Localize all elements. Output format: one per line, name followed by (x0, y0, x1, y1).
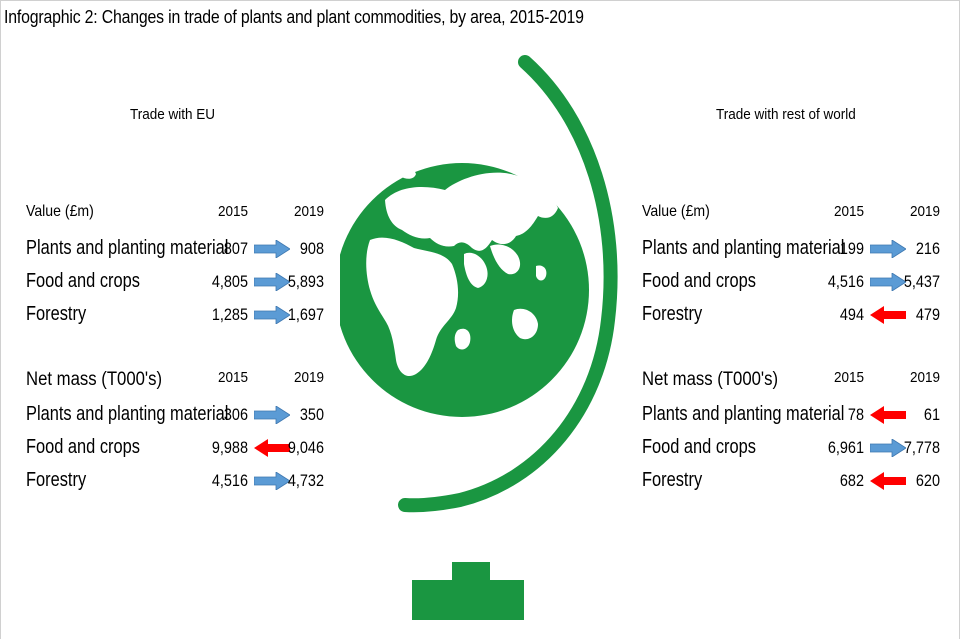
value-2015: 4,516 (827, 272, 864, 291)
value-2019: 1,697 (287, 305, 324, 324)
year-2019-header: 2019 (909, 203, 940, 220)
value-2015: 807 (223, 239, 248, 258)
value-2015: 9,988 (211, 438, 248, 457)
section-label: Value (£m) (642, 203, 710, 220)
increase-arrow-icon (254, 406, 290, 424)
globe-meridian-arc (398, 55, 618, 513)
year-2015-header: 2015 (217, 369, 248, 386)
row-label: Plants and planting material (26, 403, 229, 425)
section-label: Value (£m) (26, 203, 94, 220)
year-2015-header: 2015 (833, 369, 864, 386)
globe-stand-base (412, 580, 524, 620)
increase-arrow-icon (870, 273, 906, 291)
row-label: Food and crops (26, 436, 140, 458)
table-row: Food and crops 4,805 5,893 (26, 270, 326, 296)
value-2015: 306 (223, 405, 248, 424)
table-row: Food and crops 6,961 7,778 (642, 436, 942, 462)
row-label: Forestry (26, 469, 87, 491)
year-2019-header: 2019 (909, 369, 940, 386)
increase-arrow-icon (254, 306, 290, 324)
row-label: Food and crops (26, 270, 140, 292)
value-2015: 78 (847, 405, 864, 424)
globe-body (340, 163, 589, 417)
section-header: Value (£m) 2015 2019 (26, 203, 326, 229)
section-label: Net mass (T000's) (26, 369, 163, 390)
value-2019: 61 (923, 405, 940, 424)
section-label: Net mass (T000's) (642, 369, 779, 390)
row-label: Forestry (26, 303, 87, 325)
increase-arrow-icon (870, 240, 906, 258)
value-2019: 7,778 (903, 438, 940, 457)
value-2019: 908 (299, 239, 324, 258)
table-row: Plants and planting material 807 908 (26, 237, 326, 263)
section-header: Net mass (T000's) 2015 2019 (642, 369, 942, 395)
value-2019: 5,437 (903, 272, 940, 291)
table-row: Forestry 494 479 (642, 303, 942, 329)
row-label: Plants and planting material (642, 237, 845, 259)
value-2019: 5,893 (287, 272, 324, 291)
table-row: Plants and planting material 199 216 (642, 237, 942, 263)
increase-arrow-icon (870, 439, 906, 457)
value-2015: 4,805 (211, 272, 248, 291)
eu-panel-heading: Trade with EU (130, 106, 216, 123)
section-header: Value (£m) 2015 2019 (642, 203, 942, 229)
table-row: Forestry 1,285 1,697 (26, 303, 326, 329)
value-2019: 216 (915, 239, 940, 258)
row-label: Food and crops (642, 436, 756, 458)
value-2015: 682 (839, 471, 864, 490)
value-2019: 350 (299, 405, 324, 424)
table-row: Forestry 682 620 (642, 469, 942, 495)
table-row: Forestry 4,516 4,732 (26, 469, 326, 495)
year-2019-header: 2019 (293, 203, 324, 220)
table-row: Plants and planting material 78 61 (642, 403, 942, 429)
decrease-arrow-icon (870, 472, 906, 490)
row-panel-heading: Trade with rest of world (716, 106, 856, 123)
value-2019: 479 (915, 305, 940, 324)
section-header: Net mass (T000's) 2015 2019 (26, 369, 326, 395)
value-2015: 6,961 (827, 438, 864, 457)
increase-arrow-icon (254, 472, 290, 490)
row-label: Plants and planting material (642, 403, 845, 425)
table-row: Plants and planting material 306 350 (26, 403, 326, 429)
table-row: Food and crops 4,516 5,437 (642, 270, 942, 296)
globe-illustration (340, 55, 618, 620)
increase-arrow-icon (254, 273, 290, 291)
year-2015-header: 2015 (217, 203, 248, 220)
value-2015: 494 (839, 305, 864, 324)
infographic-title: Infographic 2: Changes in trade of plant… (4, 7, 584, 27)
year-2019-header: 2019 (293, 369, 324, 386)
increase-arrow-icon (254, 240, 290, 258)
table-row: Food and crops 9,988 9,046 (26, 436, 326, 462)
decrease-arrow-icon (870, 306, 906, 324)
value-2019: 9,046 (287, 438, 324, 457)
year-2015-header: 2015 (833, 203, 864, 220)
row-label: Forestry (642, 469, 703, 491)
value-2019: 620 (915, 471, 940, 490)
value-2015: 4,516 (211, 471, 248, 490)
value-2019: 4,732 (287, 471, 324, 490)
row-label: Food and crops (642, 270, 756, 292)
decrease-arrow-icon (870, 406, 906, 424)
value-2015: 199 (839, 239, 864, 258)
value-2015: 1,285 (211, 305, 248, 324)
row-label: Plants and planting material (26, 237, 229, 259)
row-label: Forestry (642, 303, 703, 325)
decrease-arrow-icon (254, 439, 290, 457)
